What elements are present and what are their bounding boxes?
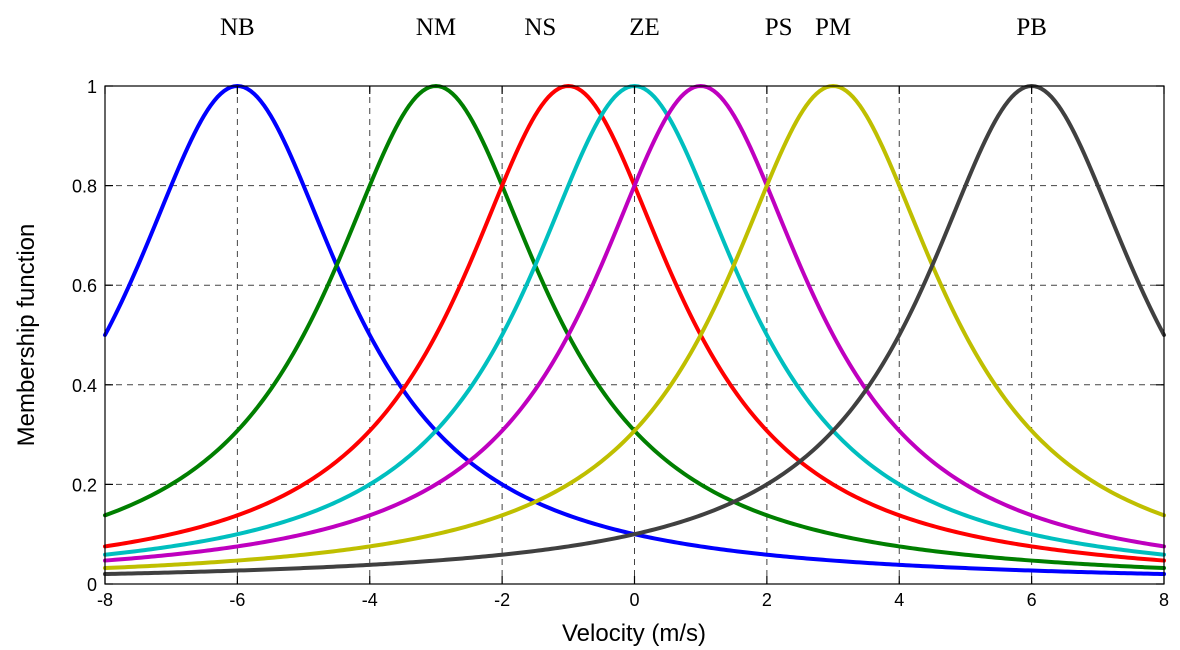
x-tick-label: -6 xyxy=(229,590,245,610)
series-label-pb: PB xyxy=(1016,14,1047,41)
series-labels: NB NM NS ZE PS PM PB xyxy=(220,14,1047,41)
series-label-ps: PS xyxy=(765,14,793,41)
axis-ticks xyxy=(104,85,1165,585)
x-tick-label: 8 xyxy=(1159,590,1169,610)
x-tick-label: 2 xyxy=(762,590,772,610)
series-label-nm: NM xyxy=(416,14,456,41)
x-tick-label: -4 xyxy=(362,590,378,610)
series-line-pb xyxy=(103,84,1166,577)
y-tick-label: 0.2 xyxy=(72,475,97,495)
y-axis-title: Membership function xyxy=(13,224,40,447)
x-tick-label: -2 xyxy=(494,590,510,610)
y-tick-label: 1 xyxy=(87,77,97,97)
series-line-pm xyxy=(103,84,1166,571)
x-tick-labels: -8 -6 -4 -2 0 2 4 6 8 xyxy=(97,590,1169,610)
y-tick-label: 0.6 xyxy=(72,276,97,296)
x-tick-label: 6 xyxy=(1027,590,1037,610)
series-label-ns: NS xyxy=(524,14,556,41)
x-axis-title: Velocity (m/s) xyxy=(562,620,706,647)
y-tick-label: 0.8 xyxy=(72,177,97,197)
x-tick-label: 4 xyxy=(894,590,904,610)
series-line-ps xyxy=(103,84,1166,563)
series-label-nb: NB xyxy=(220,14,255,41)
series-label-ze: ZE xyxy=(629,14,660,41)
grid xyxy=(105,86,1164,584)
series-label-pm: PM xyxy=(815,14,851,41)
y-tick-label: 0 xyxy=(87,575,97,595)
y-tick-label: 0.4 xyxy=(72,376,97,396)
y-tick-labels: 0 0.2 0.4 0.6 0.8 1 xyxy=(72,77,97,595)
x-tick-label: 0 xyxy=(629,590,639,610)
x-tick-label: -8 xyxy=(97,590,113,610)
